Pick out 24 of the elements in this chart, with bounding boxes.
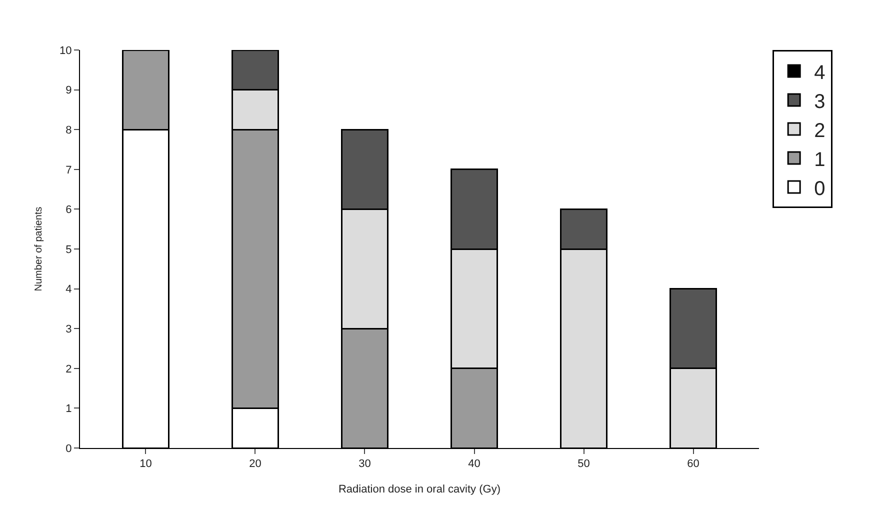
legend-label: 2 (814, 120, 826, 142)
y-axis-title: Number of patients (34, 206, 45, 292)
y-tick-label: 1 (66, 403, 72, 416)
y-tick-label: 8 (66, 124, 72, 136)
y-tick-label: 10 (60, 44, 72, 57)
y-tick-label: 6 (66, 204, 72, 216)
legend-label: 3 (814, 90, 826, 113)
y-tick-label: 9 (66, 84, 72, 97)
x-tick-label: 60 (687, 458, 700, 470)
x-axis-title: Radiation dose in oral cavity (Gy) (338, 483, 501, 496)
legend-label: 0 (814, 178, 826, 200)
x-tick-label: 30 (358, 458, 371, 470)
y-tick-label: 7 (66, 164, 72, 176)
y-tick-label: 5 (66, 244, 72, 256)
x-tick-label: 20 (249, 458, 262, 470)
y-tick-label: 0 (66, 442, 72, 455)
legend-label: 4 (814, 62, 826, 84)
x-tick-label: 40 (468, 458, 480, 470)
y-tick-label: 4 (66, 284, 72, 296)
x-tick-label: 10 (140, 458, 152, 470)
y-tick-label: 3 (66, 323, 72, 336)
legend-label: 1 (814, 148, 826, 171)
y-tick-label: 2 (66, 363, 72, 376)
x-tick-label: 50 (578, 458, 590, 470)
